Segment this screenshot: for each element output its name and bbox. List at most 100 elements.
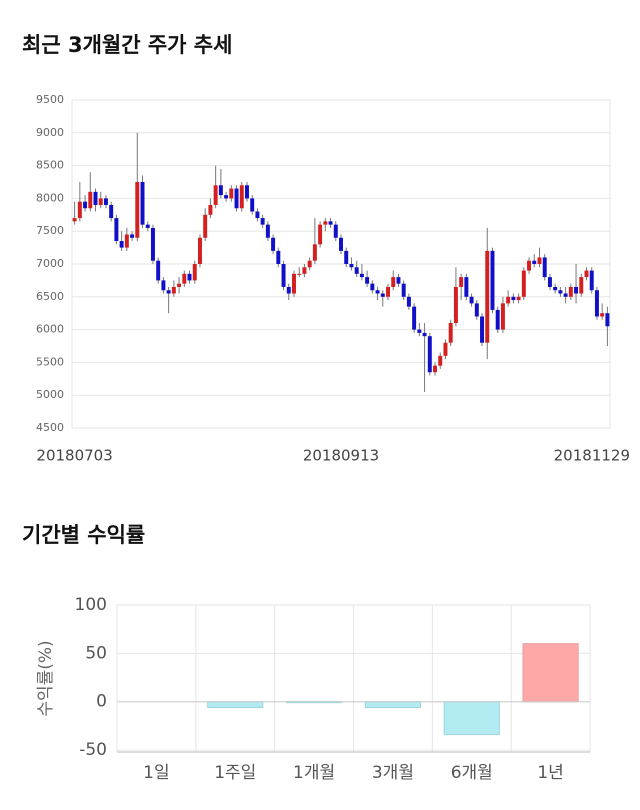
x-tick-label: 1주일: [214, 763, 256, 783]
candle-body: [312, 244, 317, 261]
candle-body: [156, 260, 161, 281]
candle-body: [271, 237, 276, 251]
candle-body: [422, 332, 427, 337]
candle-body: [109, 204, 114, 219]
candle-body: [527, 260, 532, 271]
candle-body: [208, 204, 213, 215]
candle-body: [542, 257, 547, 278]
candle-body: [103, 198, 108, 205]
candle-body: [140, 182, 145, 225]
candle-body: [177, 283, 182, 287]
candle-body: [391, 277, 396, 287]
candle-body: [302, 267, 307, 274]
candle-body: [323, 221, 328, 225]
candle-body: [77, 201, 82, 219]
y-tick-label: 5500: [36, 355, 64, 368]
candle-body: [511, 296, 516, 301]
candle-body: [563, 293, 568, 297]
candle-body: [333, 224, 338, 238]
candle-body: [370, 283, 375, 291]
candle-body: [401, 283, 406, 297]
candle-body: [297, 273, 302, 275]
y-tick-label: 8000: [36, 191, 64, 204]
x-tick-label: 1년: [537, 763, 563, 783]
y-tick-label: 6000: [36, 323, 64, 336]
candle-body: [459, 277, 464, 287]
candle-body: [506, 296, 511, 304]
y-tick-label: -50: [79, 740, 107, 760]
candle-body: [119, 241, 124, 248]
candle-body: [574, 286, 579, 294]
candle-body: [135, 182, 140, 238]
candle-body: [359, 273, 364, 278]
candle-body: [380, 293, 385, 297]
candle-body: [500, 303, 505, 330]
candle-body: [318, 224, 323, 245]
candle-body: [98, 198, 103, 205]
candle-body: [480, 316, 485, 343]
candle-body: [354, 267, 359, 274]
candle-body: [433, 365, 438, 373]
x-tick-label: 6개월: [451, 763, 493, 783]
x-tick-label: 20181129: [554, 447, 630, 465]
chart-title: 최근 3개월간 주가 추세: [22, 33, 232, 57]
candle-body: [474, 303, 479, 317]
candle-body: [114, 218, 119, 242]
bar: [522, 643, 579, 703]
x-tick-label: 1일: [143, 763, 169, 783]
candle-body: [427, 336, 432, 373]
candle-body: [584, 270, 589, 278]
y-tick-label: 50: [85, 643, 107, 663]
candle-body: [192, 264, 197, 281]
candle-body: [516, 296, 521, 301]
candle-body: [145, 224, 150, 228]
bar: [207, 701, 264, 709]
candle-body: [339, 237, 343, 251]
candle-body: [229, 188, 234, 199]
bar: [364, 701, 422, 709]
y-tick-label: 5000: [36, 388, 64, 401]
candle-body: [83, 201, 88, 209]
y-tick-label: 0: [96, 692, 107, 712]
candle-body: [469, 296, 474, 304]
candle-body: [250, 198, 255, 212]
candle-body: [412, 306, 417, 330]
x-tick-label: 3개월: [372, 763, 414, 783]
candle-body: [453, 286, 458, 324]
candle-body: [349, 264, 354, 268]
candle-body: [386, 286, 390, 297]
y-tick-label: 100: [75, 595, 107, 615]
y-tick-label: 6500: [36, 290, 64, 303]
candle-body: [344, 250, 349, 264]
candle-body: [197, 237, 202, 264]
candle-body: [490, 250, 495, 310]
candle-body: [547, 277, 552, 287]
candle-body: [203, 214, 208, 238]
y-tick-label: 9000: [36, 126, 64, 139]
candle-body: [93, 191, 98, 205]
candle-body: [260, 218, 265, 225]
y-tick-label: 8500: [36, 159, 64, 172]
y-tick-label: 9500: [36, 93, 64, 106]
candle-body: [448, 323, 453, 343]
candle-body: [171, 286, 176, 294]
candle-body: [255, 211, 260, 219]
candle-body: [553, 286, 558, 291]
x-tick-label: 20180913: [303, 447, 379, 465]
candle-body: [265, 224, 270, 238]
candle-body: [537, 257, 542, 264]
candle-body: [532, 260, 537, 264]
candle-body: [281, 264, 286, 287]
candle-body: [234, 188, 239, 209]
candle-body: [218, 185, 223, 196]
candle-body: [375, 290, 380, 294]
candle-body: [600, 313, 605, 317]
candle-body: [187, 273, 192, 281]
candle-body: [239, 185, 244, 209]
y-tick-label: 7000: [36, 257, 64, 270]
x-tick-label: 1개월: [293, 763, 335, 783]
candle-body: [495, 309, 500, 330]
candle-body: [443, 342, 448, 356]
